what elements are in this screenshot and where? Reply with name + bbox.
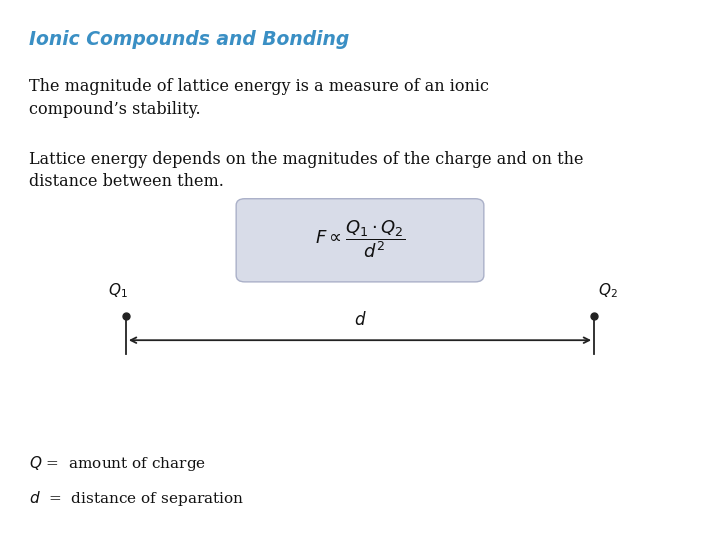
- FancyBboxPatch shape: [236, 199, 484, 282]
- Text: Ionic Compounds and Bonding: Ionic Compounds and Bonding: [29, 30, 349, 49]
- Text: $d$: $d$: [354, 312, 366, 329]
- Text: $Q_2$: $Q_2$: [598, 281, 617, 300]
- Text: $Q$ =  amount of charge: $Q$ = amount of charge: [29, 454, 206, 472]
- Text: $d$  =  distance of separation: $d$ = distance of separation: [29, 489, 244, 508]
- Text: $F \propto \dfrac{Q_1 \cdot Q_2}{d^2}$: $F \propto \dfrac{Q_1 \cdot Q_2}{d^2}$: [315, 218, 405, 260]
- Text: The magnitude of lattice energy is a measure of an ionic
compound’s stability.: The magnitude of lattice energy is a mea…: [29, 78, 489, 118]
- Text: Lattice energy depends on the magnitudes of the charge and on the
distance betwe: Lattice energy depends on the magnitudes…: [29, 151, 583, 191]
- Text: $Q_1$: $Q_1$: [108, 281, 127, 300]
